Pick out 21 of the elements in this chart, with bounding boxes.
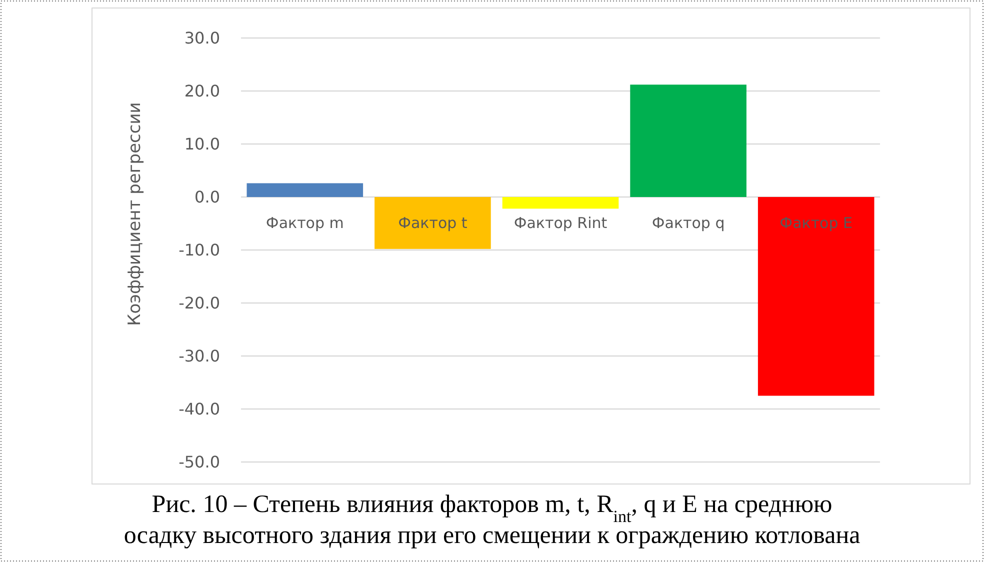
bar <box>374 197 491 249</box>
y-tick-label: 30.0 <box>184 28 220 48</box>
y-tick-label: 10.0 <box>184 134 220 154</box>
x-tick-label: Фактор Rint <box>514 214 608 232</box>
x-tick-label: Фактор q <box>652 214 725 232</box>
y-tick-label: -30.0 <box>178 346 220 366</box>
bar <box>630 84 746 197</box>
y-tick-label: -10.0 <box>178 240 220 260</box>
bar <box>502 197 619 209</box>
y-tick-label: -40.0 <box>178 400 220 419</box>
y-tick-label: 0.0 <box>194 188 220 207</box>
x-tick-label: Фактор m <box>266 214 344 232</box>
chart-title: Рис. 10 – Степень влияния факторов m, t, R$_{int}$, q и E на среднюю осадку высотного здания при его смещении к ограждению котлована <box>124 491 860 549</box>
y-tick-label: -20.0 <box>178 294 220 313</box>
y-tick-label: 20.0 <box>184 82 220 101</box>
y-axis-title: Коэффициент регрессии <box>125 102 145 326</box>
x-tick-label: Фактор E <box>780 214 853 232</box>
bar <box>758 197 874 396</box>
bar <box>246 183 364 197</box>
x-tick-label: Фактор t <box>398 214 468 232</box>
y-tick-label: -50.0 <box>178 452 220 472</box>
